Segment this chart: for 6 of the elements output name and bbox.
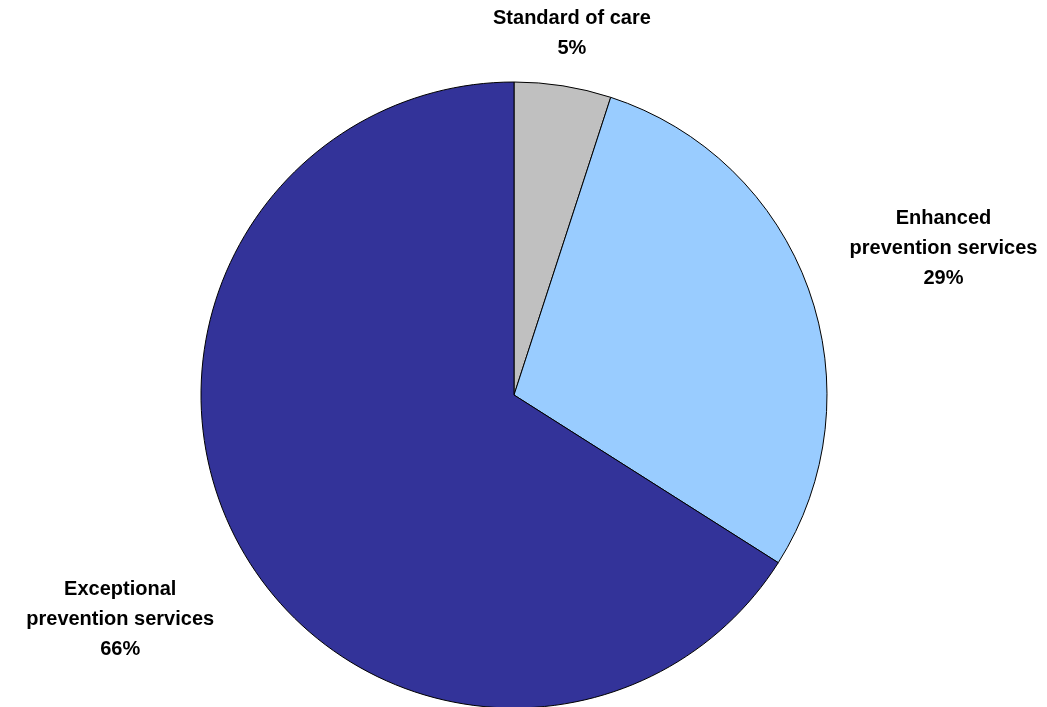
data-label: 66% <box>100 637 141 660</box>
slice-label: Exceptional prevention services <box>26 577 215 630</box>
slice-label: Standard of care <box>493 6 651 29</box>
data-label: 5% <box>557 36 587 59</box>
slice-label: Enhanced prevention services <box>849 206 1038 259</box>
data-label: 29% <box>923 266 964 289</box>
